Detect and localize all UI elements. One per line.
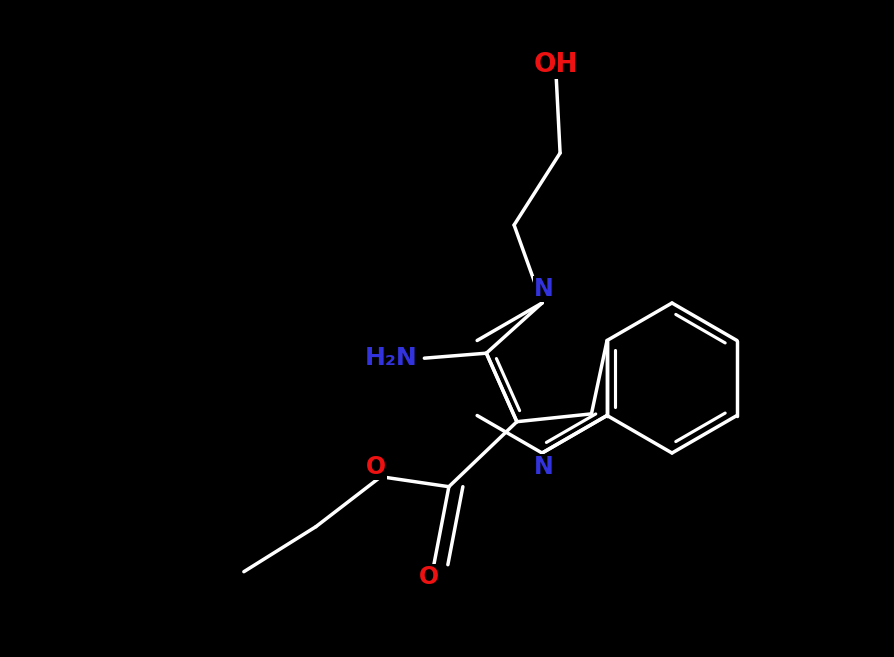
Text: N: N — [534, 277, 553, 301]
Text: N: N — [534, 455, 553, 479]
Text: O: O — [366, 455, 385, 479]
Text: O: O — [418, 565, 438, 589]
Text: H₂N: H₂N — [365, 346, 417, 370]
Text: OH: OH — [533, 52, 578, 78]
